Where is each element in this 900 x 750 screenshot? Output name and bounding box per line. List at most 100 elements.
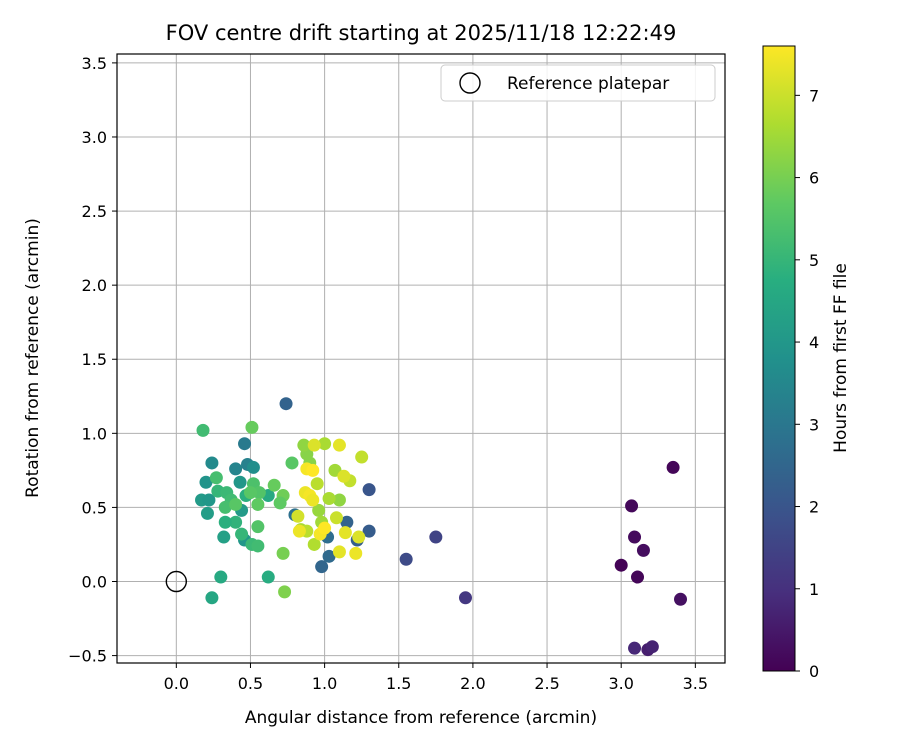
data-point xyxy=(306,463,320,477)
data-point xyxy=(318,521,332,535)
data-point xyxy=(338,526,352,540)
data-point xyxy=(429,530,443,544)
data-point xyxy=(229,515,243,529)
data-point xyxy=(252,486,266,500)
data-point xyxy=(297,438,311,452)
data-point xyxy=(279,397,293,411)
y-tick-label: 3.0 xyxy=(82,128,107,147)
data-point xyxy=(205,456,219,470)
plot-frame xyxy=(116,53,726,664)
data-point xyxy=(631,570,645,584)
x-tick-label: 1.5 xyxy=(386,674,411,693)
legend-box xyxy=(440,64,716,102)
x-tick-label: 3.5 xyxy=(683,674,708,693)
y-tick-label: 0.0 xyxy=(82,573,107,592)
data-point xyxy=(315,560,329,574)
x-tick-label: 0.5 xyxy=(238,674,263,693)
data-point xyxy=(202,493,216,507)
x-tick-label: 2.0 xyxy=(460,674,485,693)
data-point xyxy=(196,423,210,437)
data-point xyxy=(340,515,354,529)
colorbar-tick-label: 3 xyxy=(809,415,819,434)
data-point xyxy=(267,478,281,492)
colorbar-tick-label: 7 xyxy=(809,86,819,105)
colorbar-tick-label: 4 xyxy=(809,333,819,352)
data-point xyxy=(218,500,232,514)
colorbar-tick-label: 5 xyxy=(809,251,819,270)
colorbar xyxy=(762,45,796,672)
data-point xyxy=(458,591,472,605)
data-point xyxy=(217,530,231,544)
data-point xyxy=(229,462,243,476)
data-point xyxy=(628,530,642,544)
data-point xyxy=(229,497,243,511)
data-point xyxy=(245,420,259,434)
reference-platepar-marker xyxy=(165,570,188,593)
x-axis-ticks: 0.0 0.5 1.0 1.5 2.0 2.5 3.0 3.5 xyxy=(164,663,708,693)
data-point xyxy=(233,475,247,489)
data-point xyxy=(636,543,650,557)
data-point xyxy=(329,511,343,525)
data-point xyxy=(292,524,306,538)
data-point xyxy=(322,492,336,506)
y-tick-label: 1.5 xyxy=(82,350,107,369)
data-point xyxy=(214,570,228,584)
data-point xyxy=(273,496,287,510)
x-tick-label: 0.0 xyxy=(164,674,189,693)
data-point xyxy=(199,475,213,489)
colorbar-label: Hours from first FF file xyxy=(831,263,851,453)
data-point xyxy=(352,530,366,544)
legend: Reference platepar xyxy=(440,64,716,102)
data-point xyxy=(628,641,642,655)
data-point xyxy=(200,506,214,520)
data-point xyxy=(337,469,351,483)
y-tick-label: 2.5 xyxy=(82,202,107,221)
data-point xyxy=(312,503,326,517)
data-point xyxy=(291,509,305,523)
data-point xyxy=(209,471,223,485)
y-tick-label: −0.5 xyxy=(68,647,107,666)
grid xyxy=(117,54,725,663)
data-point xyxy=(322,549,336,563)
colorbar-tick-label: 0 xyxy=(809,662,819,681)
data-point xyxy=(246,460,260,474)
data-point xyxy=(362,524,376,538)
data-point xyxy=(399,552,413,566)
data-point xyxy=(261,570,275,584)
legend-reference-marker xyxy=(459,72,481,94)
y-tick-label: 1.0 xyxy=(82,424,107,443)
data-point xyxy=(362,483,376,497)
x-tick-label: 1.0 xyxy=(312,674,337,693)
data-point xyxy=(251,520,265,534)
data-point xyxy=(310,477,324,491)
x-tick-label: 2.5 xyxy=(534,674,559,693)
data-point xyxy=(235,527,249,541)
data-point xyxy=(278,585,292,599)
data-point xyxy=(285,456,299,470)
data-point xyxy=(238,437,252,451)
data-point xyxy=(243,486,257,500)
data-point xyxy=(355,450,369,464)
y-axis-label: Rotation from reference (arcmin) xyxy=(23,218,43,498)
data-point xyxy=(332,438,346,452)
colorbar-ticks: 0 1 2 3 4 5 6 7 xyxy=(795,86,819,681)
data-point xyxy=(614,558,628,572)
data-point xyxy=(307,537,321,551)
chart-title: FOV centre drift starting at 2025/11/18 … xyxy=(166,21,677,45)
y-tick-label: 0.5 xyxy=(82,498,107,517)
y-tick-label: 3.5 xyxy=(82,54,107,73)
reference-marker-group xyxy=(165,570,188,593)
data-point xyxy=(332,545,346,559)
data-point xyxy=(251,539,265,553)
data-points xyxy=(195,397,688,657)
data-point xyxy=(276,546,290,560)
x-tick-label: 3.0 xyxy=(608,674,633,693)
colorbar-tick-label: 2 xyxy=(809,498,819,517)
data-point xyxy=(318,437,332,451)
data-point xyxy=(218,515,232,529)
data-point xyxy=(349,546,363,560)
legend-label: Reference platepar xyxy=(507,74,669,94)
colorbar-tick-label: 6 xyxy=(809,169,819,188)
